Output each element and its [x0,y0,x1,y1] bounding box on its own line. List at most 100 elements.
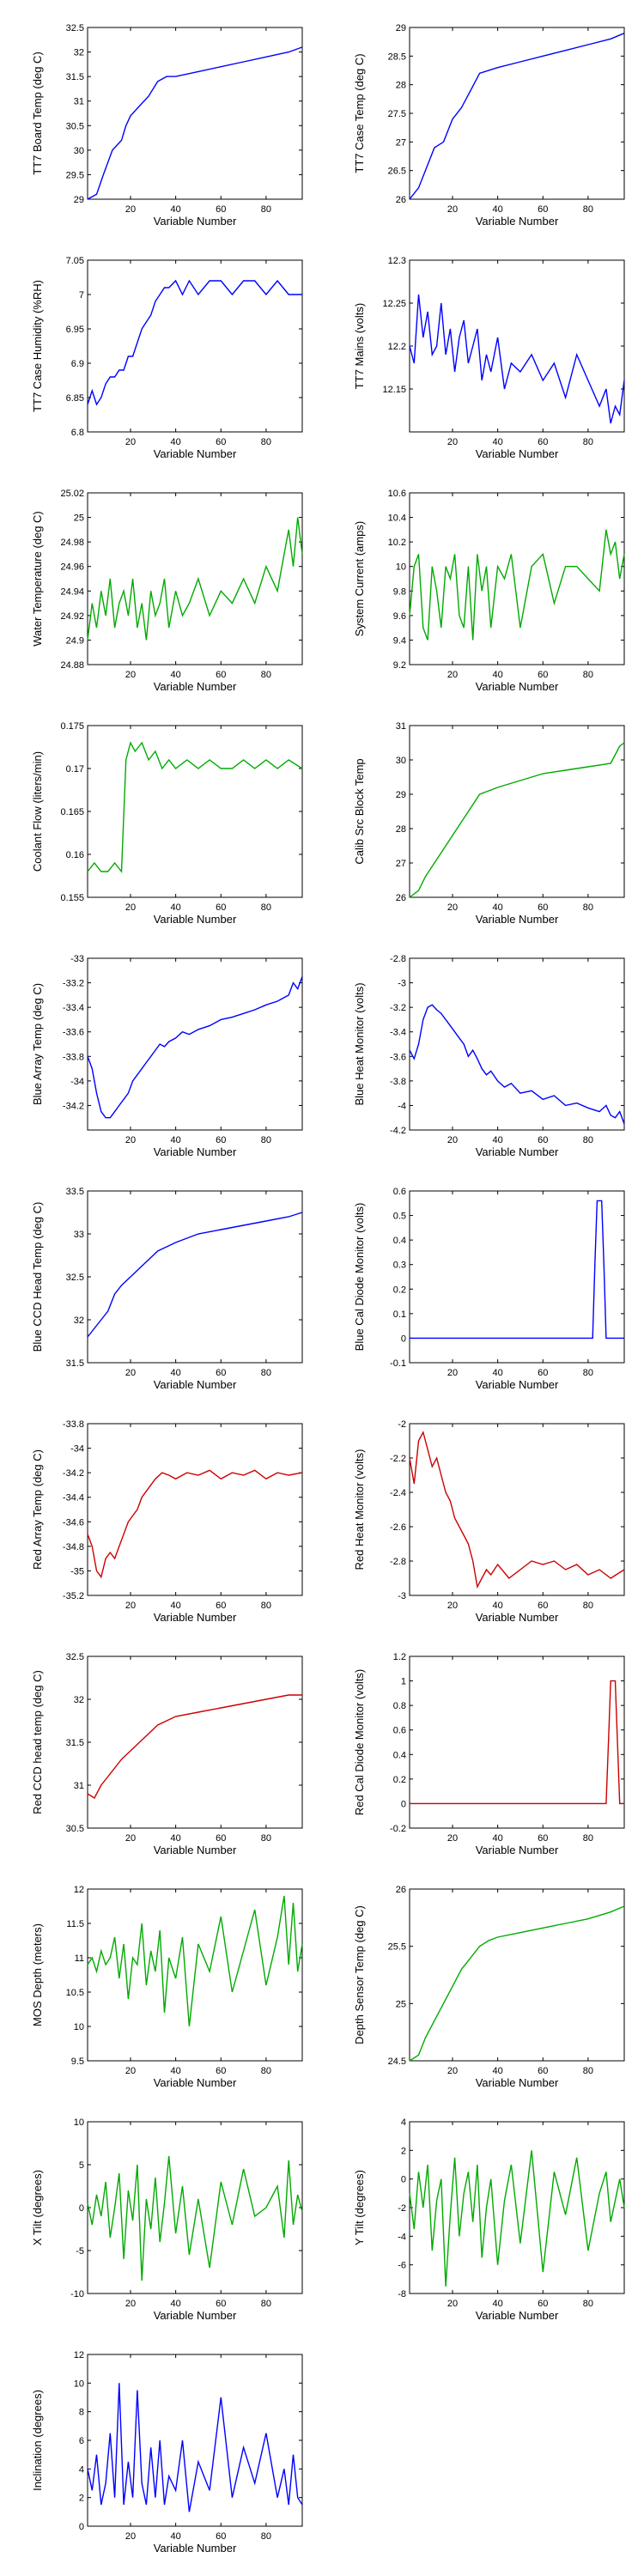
y-tick-label: -34.2 [63,1468,84,1479]
y-tick-label: 25.02 [60,489,84,499]
y-tick-label: 31 [396,721,406,732]
y-tick-label: -35.2 [63,1591,84,1601]
y-tick-label: -35 [70,1566,84,1577]
y-tick-label: 0.155 [60,893,84,903]
x-tick-label: 80 [261,1833,271,1844]
y-tick-label: 6.8 [71,428,84,438]
y-tick-label: 32 [74,48,84,58]
y-tick-label: -2.6 [390,1522,406,1533]
axes-box [87,725,303,898]
y-tick-label: 0.1 [393,1309,406,1320]
y-tick-label: -0.2 [390,1824,406,1834]
chart-panel: 0.155 0.16 0.165 0.17 0.175 20 40 60 80 Variable … [0,707,322,939]
chart-svg: -3 -2.8 -2.6 -2.4 -2.2 -2 20 40 60 80 Variable Num… [353,1419,625,1624]
y-tick-label: 24.9 [66,635,84,646]
chart-panel: 6.8 6.85 6.9 6.95 7 7.05 20 40 60 80 Variable Numb… [0,241,322,473]
y-tick-label: 24.94 [60,586,84,597]
chart-panel: 31.5 32 32.5 33 33.5 20 40 60 80 Variable Number B… [0,1172,322,1404]
y-tick-label: 12.25 [382,299,406,309]
x-tick-label: 60 [538,1368,548,1378]
y-tick-label: 0.6 [393,1726,406,1736]
x-tick-label: 80 [583,1833,593,1844]
x-axis-label: Variable Number [476,1611,559,1624]
y-tick-label: 10 [74,2022,84,2032]
x-tick-label: 20 [447,2299,458,2309]
chart-panel: -8 -6 -4 -2 0 2 4 20 40 60 80 Variable Number Y Tilt… [322,2103,644,2335]
y-tick-label: 0.4 [393,1236,406,1246]
axes-box [409,27,625,200]
chart-svg: 26 27 28 29 30 31 20 40 60 80 Variable Number Calib… [353,721,625,926]
chart-panel: -10 -5 0 5 10 20 40 60 80 Variable Number X Tilt (… [0,2103,322,2335]
axes-box [409,1656,625,1829]
x-axis-label: Variable Number [476,913,559,926]
y-tick-label: 0.165 [60,807,84,817]
chart-panel: 9.5 10 10.5 11 11.5 12 20 40 60 80 Variable Number… [0,1870,322,2102]
y-tick-label: 7 [79,290,84,301]
y-tick-label: 32.5 [66,1273,84,1283]
x-axis-label: Variable Number [154,1844,237,1856]
x-tick-label: 80 [261,1601,271,1611]
y-tick-label: 31 [74,97,84,107]
series-line [87,976,303,1119]
x-axis-label: Variable Number [476,215,559,228]
y-tick-label: -33.8 [63,1052,84,1062]
x-tick-label: 80 [261,1368,271,1378]
x-tick-label: 40 [171,1135,181,1145]
x-axis-label: Variable Number [154,2542,237,2555]
y-tick-label: -34.4 [63,1493,84,1504]
x-tick-label: 20 [447,1601,458,1611]
x-tick-label: 20 [447,1368,458,1378]
x-axis-label: Variable Number [476,2309,559,2322]
y-tick-label: -3 [398,1591,406,1601]
y-tick-label: 0.3 [393,1261,406,1271]
y-tick-label: 10.6 [388,489,406,499]
x-tick-label: 60 [216,670,226,680]
x-tick-label: 60 [216,2299,226,2309]
y-tick-label: 32.5 [66,1652,84,1662]
y-tick-label: 12 [74,1885,84,1895]
chart-svg: 9.5 10 10.5 11 11.5 12 20 40 60 80 Variable Number… [31,1885,303,2089]
chart-svg: -0.2 0 0.2 0.4 0.6 0.8 1 1.2 20 40 60 80 Variable Nu… [353,1652,625,1856]
y-tick-label: 26.5 [388,167,406,177]
x-tick-label: 40 [171,670,181,680]
chart-svg: 12.15 12.2 12.25 12.3 20 40 60 80 Variable Numbe… [353,256,625,460]
axes-box [87,957,303,1131]
y-tick-label: 30 [74,146,84,156]
y-tick-label: 10 [74,2117,84,2128]
y-tick-label: 25.5 [388,1942,406,1953]
y-tick-label: 0.17 [66,764,84,775]
axes-box [409,2121,625,2294]
chart-panel: -35.2 -35 -34.8 -34.6 -34.4 -34.2 -34 -33.8 20 40… [0,1405,322,1637]
y-tick-label: -33.6 [63,1028,84,1038]
y-axis-label: Depth Sensor Temp (deg C) [353,1905,366,2044]
x-tick-label: 80 [261,2066,271,2076]
x-tick-label: 20 [125,2531,136,2542]
y-tick-label: 24.88 [60,660,84,671]
y-tick-label: -2.8 [390,1557,406,1567]
x-tick-label: 20 [125,437,136,447]
y-tick-label: -3 [398,979,406,989]
y-tick-label: 10.2 [388,538,406,548]
x-tick-label: 80 [583,1601,593,1611]
y-axis-label: Blue Cal Diode Monitor (volts) [353,1203,366,1352]
series-line [87,2155,303,2281]
y-axis-label: System Current (amps) [353,521,366,636]
chart-svg: 24.88 24.9 24.92 24.94 24.96 24.98 25 25.02 20 40… [31,489,303,693]
series-line [409,294,625,424]
chart-panel: 26 27 28 29 30 31 20 40 60 80 Variable Number Calib… [322,707,644,939]
series-line [409,1004,625,1125]
chart-panel: 0 2 4 6 8 10 12 20 40 60 80 Variable Number Inclinat… [0,2336,322,2567]
x-tick-label: 40 [171,1368,181,1378]
y-tick-label: 28 [396,81,406,91]
y-tick-label: -2 [398,2203,406,2214]
y-tick-label: 33.5 [66,1187,84,1197]
x-tick-label: 20 [125,1368,136,1378]
chart-svg: 29 29.5 30 30.5 31 31.5 32 32.5 20 40 60 80 Variable… [31,23,303,228]
x-tick-label: 20 [447,437,458,447]
axes-box [409,259,625,433]
y-tick-label: 11.5 [66,1919,84,1929]
x-tick-label: 80 [261,204,271,215]
y-axis-label: TT7 Case Humidity (%RH) [31,280,44,412]
y-tick-label: 12.15 [382,385,406,395]
y-tick-label: -4.2 [390,1126,406,1136]
